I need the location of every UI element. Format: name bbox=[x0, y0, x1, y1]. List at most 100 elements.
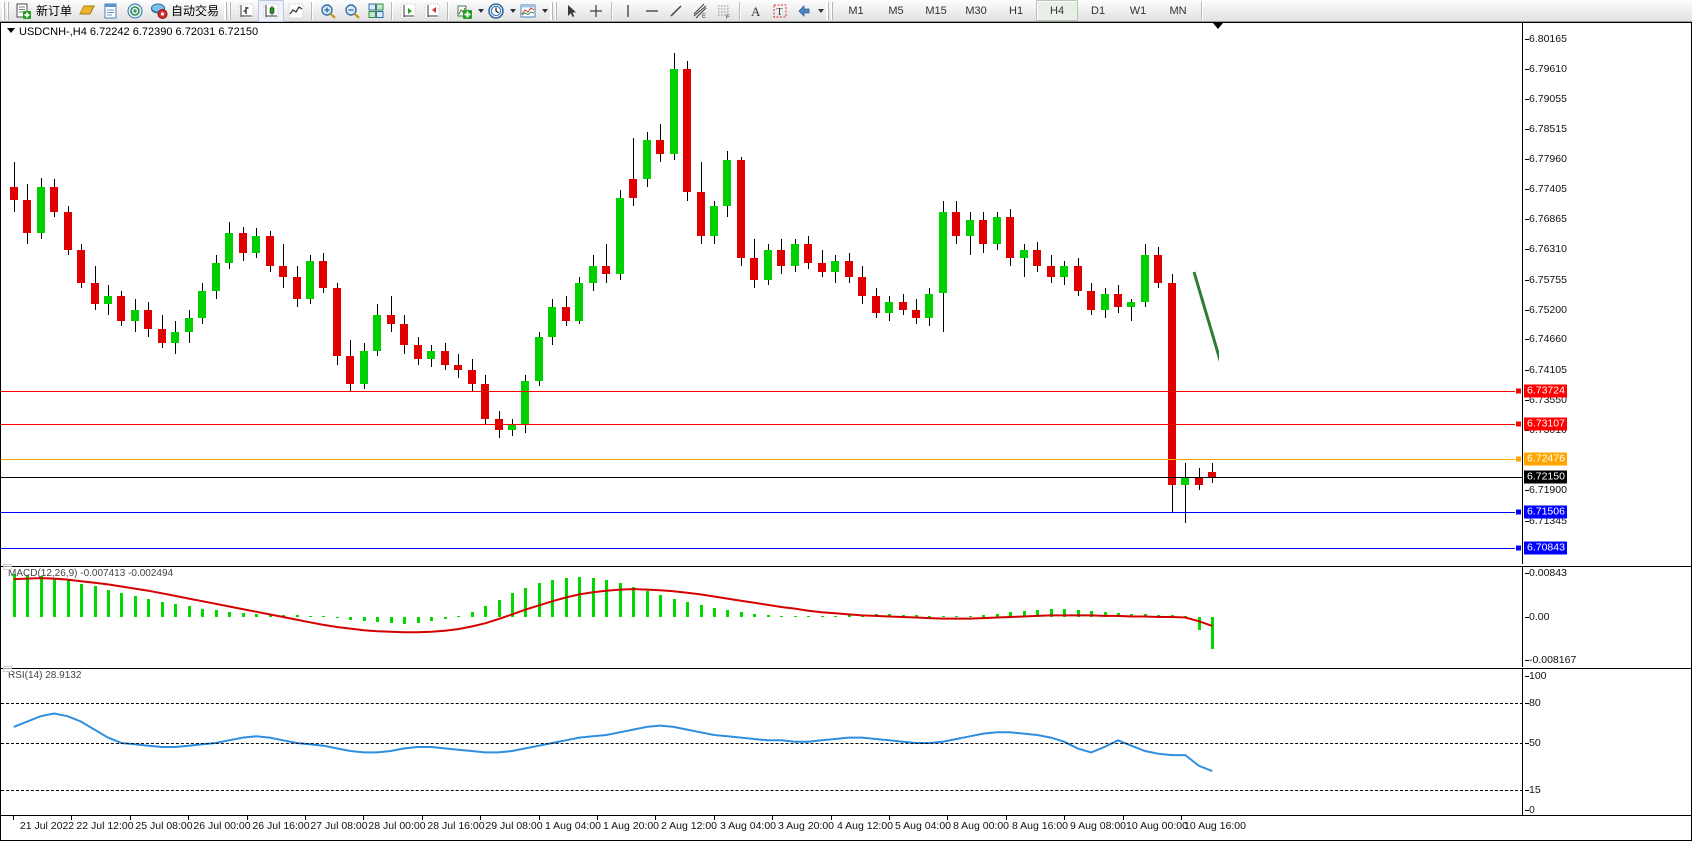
price-label-pivot-level[interactable]: 6.72476 bbox=[1524, 452, 1567, 466]
level-line-resistance-1[interactable] bbox=[1, 424, 1523, 426]
chart-header-text: USDCNH-,H4 6.72242 6.72390 6.72031 6.721… bbox=[19, 26, 259, 38]
rsi-plot-area[interactable] bbox=[1, 669, 1523, 817]
candle-body bbox=[561, 307, 571, 321]
price-plot-area[interactable] bbox=[1, 23, 1523, 564]
candle-body bbox=[103, 296, 113, 305]
crosshair-tool[interactable] bbox=[584, 1, 608, 21]
arrows-tool[interactable] bbox=[792, 1, 816, 21]
macd-rsi-splitter[interactable] bbox=[3, 666, 12, 672]
rsi-scale[interactable]: 100 80 50 15 0 bbox=[1522, 669, 1691, 817]
level-handle-pivot-level[interactable] bbox=[1515, 455, 1522, 463]
macd-histogram-bar bbox=[604, 580, 608, 617]
navigator-button[interactable] bbox=[123, 1, 147, 21]
level-handle-resistance-1[interactable] bbox=[1515, 420, 1522, 428]
price-label-support-1[interactable]: 6.71506 bbox=[1524, 505, 1567, 519]
toolbar-grip-2[interactable] bbox=[224, 1, 233, 20]
level-handle-support-2[interactable] bbox=[1515, 544, 1522, 552]
tile-windows-button[interactable] bbox=[364, 1, 388, 21]
arrows-dropdown-arrow[interactable] bbox=[818, 8, 825, 13]
autotrading-button[interactable]: 自动交易 bbox=[147, 1, 222, 21]
down-arrow-annotation[interactable] bbox=[1, 23, 1219, 564]
toolbar-grip[interactable] bbox=[2, 1, 10, 20]
macd-scale[interactable]: 0.00843 0.00 -0.008167 bbox=[1522, 567, 1691, 667]
timeframe-button-mn[interactable]: MN bbox=[1169, 4, 1187, 17]
chart-shift-marker[interactable] bbox=[1213, 23, 1223, 29]
price-macd-splitter[interactable] bbox=[3, 564, 12, 570]
level-line-support-1[interactable] bbox=[1, 511, 1523, 513]
macd-histogram-bar bbox=[1197, 617, 1201, 631]
toolbar-separator-2 bbox=[391, 1, 394, 20]
time-tick-mark bbox=[539, 816, 540, 820]
rsi-pane[interactable]: RSI(14) 28.9132 100 80 50 15 0 bbox=[1, 668, 1691, 817]
indicators-button[interactable] bbox=[452, 1, 476, 21]
candle-body bbox=[413, 345, 423, 360]
templates-dropdown-arrow[interactable] bbox=[542, 8, 549, 13]
time-tick-mark bbox=[1064, 816, 1065, 820]
candle-wick bbox=[283, 244, 284, 289]
bar-chart-button[interactable] bbox=[234, 1, 258, 21]
timeframe-button-d1[interactable]: D1 bbox=[1091, 4, 1106, 17]
price-label-current-price[interactable]: 6.72150 bbox=[1524, 470, 1567, 484]
chart-window[interactable]: USDCNH-,H4 6.72242 6.72390 6.72031 6.721… bbox=[0, 22, 1692, 841]
level-handle-resistance-2[interactable] bbox=[1515, 387, 1522, 395]
price-tick: 6.71900 bbox=[1525, 484, 1567, 497]
candle-body bbox=[130, 309, 140, 321]
templates-button[interactable] bbox=[516, 1, 540, 21]
timeframe-button-m5[interactable]: M5 bbox=[888, 4, 904, 17]
price-label-resistance-1[interactable]: 6.73107 bbox=[1524, 417, 1567, 431]
level-line-support-2[interactable] bbox=[1, 547, 1523, 549]
vertical-line-tool[interactable] bbox=[616, 1, 640, 21]
price-pane[interactable]: USDCNH-,H4 6.72242 6.72390 6.72031 6.721… bbox=[1, 23, 1691, 564]
text-label-tool[interactable]: T bbox=[768, 1, 792, 21]
auto-scroll-button[interactable] bbox=[396, 1, 420, 21]
level-line-resistance-2[interactable] bbox=[1, 390, 1523, 392]
cursor-tool[interactable] bbox=[560, 1, 584, 21]
zoom-out-button[interactable] bbox=[340, 1, 364, 21]
time-scale[interactable]: 21 Jul 2022 22 Jul 12:00 25 Jul 08:00 26 Ju… bbox=[1, 815, 1691, 840]
fibonacci-tool[interactable]: F bbox=[712, 1, 736, 21]
indicators-dropdown-arrow[interactable] bbox=[478, 8, 485, 13]
timeframe-button-w1[interactable]: W1 bbox=[1129, 4, 1147, 17]
templates-icon bbox=[519, 2, 537, 20]
candle-body bbox=[776, 249, 786, 267]
macd-label: MACD(12,26,9) -0.007413 -0.002494 bbox=[8, 568, 174, 579]
timeframe-button-m1[interactable]: M1 bbox=[848, 4, 864, 17]
level-line-current-price[interactable] bbox=[1, 476, 1523, 478]
level-handle-support-1[interactable] bbox=[1515, 508, 1522, 516]
timeframe-button-h1[interactable]: H1 bbox=[1009, 4, 1024, 17]
macd-histogram-bar bbox=[335, 617, 339, 619]
timeframe-button-m30[interactable]: M30 bbox=[965, 4, 987, 17]
periods-button[interactable] bbox=[484, 1, 508, 21]
time-tick-mark bbox=[655, 816, 656, 820]
timeframe-button-h4[interactable]: H4 bbox=[1036, 0, 1079, 21]
time-tick-label: 8 Aug 00:00 bbox=[952, 820, 1010, 832]
periods-dropdown-arrow[interactable] bbox=[510, 8, 517, 13]
new-order-button[interactable]: 新订单 bbox=[12, 1, 75, 21]
level-line-pivot-level[interactable] bbox=[1, 458, 1523, 460]
horizontal-line-tool[interactable] bbox=[640, 1, 664, 21]
macd-histogram-bar bbox=[779, 615, 783, 617]
timeframe-button-m15[interactable]: M15 bbox=[925, 4, 947, 17]
chart-menu-triangle-icon[interactable] bbox=[7, 28, 15, 33]
macd-plot-area[interactable] bbox=[1, 567, 1523, 667]
candlestick-chart-button[interactable] bbox=[258, 0, 285, 22]
macd-histogram-bar bbox=[752, 613, 756, 617]
candle-body bbox=[1113, 293, 1123, 308]
expert-advisors-button[interactable] bbox=[75, 1, 99, 21]
trendline-tool[interactable] bbox=[664, 1, 688, 21]
zoom-in-button[interactable] bbox=[316, 1, 340, 21]
price-scale[interactable]: 6.80165 6.79610 6.79055 6.78515 6.77960 6.774… bbox=[1522, 23, 1691, 564]
chart-shift-button[interactable] bbox=[420, 1, 444, 21]
rsi-level-50 bbox=[1, 743, 1523, 744]
data-window-button[interactable] bbox=[99, 1, 123, 21]
candle-body bbox=[951, 211, 961, 237]
toolbar-grip-4[interactable] bbox=[826, 1, 835, 20]
text-tool[interactable]: A bbox=[744, 1, 768, 21]
price-tick: 6.80165 bbox=[1525, 32, 1567, 45]
equidistant-channel-tool[interactable]: E bbox=[688, 1, 712, 21]
price-label-support-2[interactable]: 6.70843 bbox=[1524, 541, 1567, 555]
line-chart-button[interactable] bbox=[284, 1, 308, 21]
price-label-resistance-2[interactable]: 6.73724 bbox=[1524, 384, 1567, 398]
toolbar-grip-3[interactable] bbox=[550, 1, 559, 20]
macd-pane[interactable]: MACD(12,26,9) -0.007413 -0.002494 0.0084… bbox=[1, 566, 1691, 667]
